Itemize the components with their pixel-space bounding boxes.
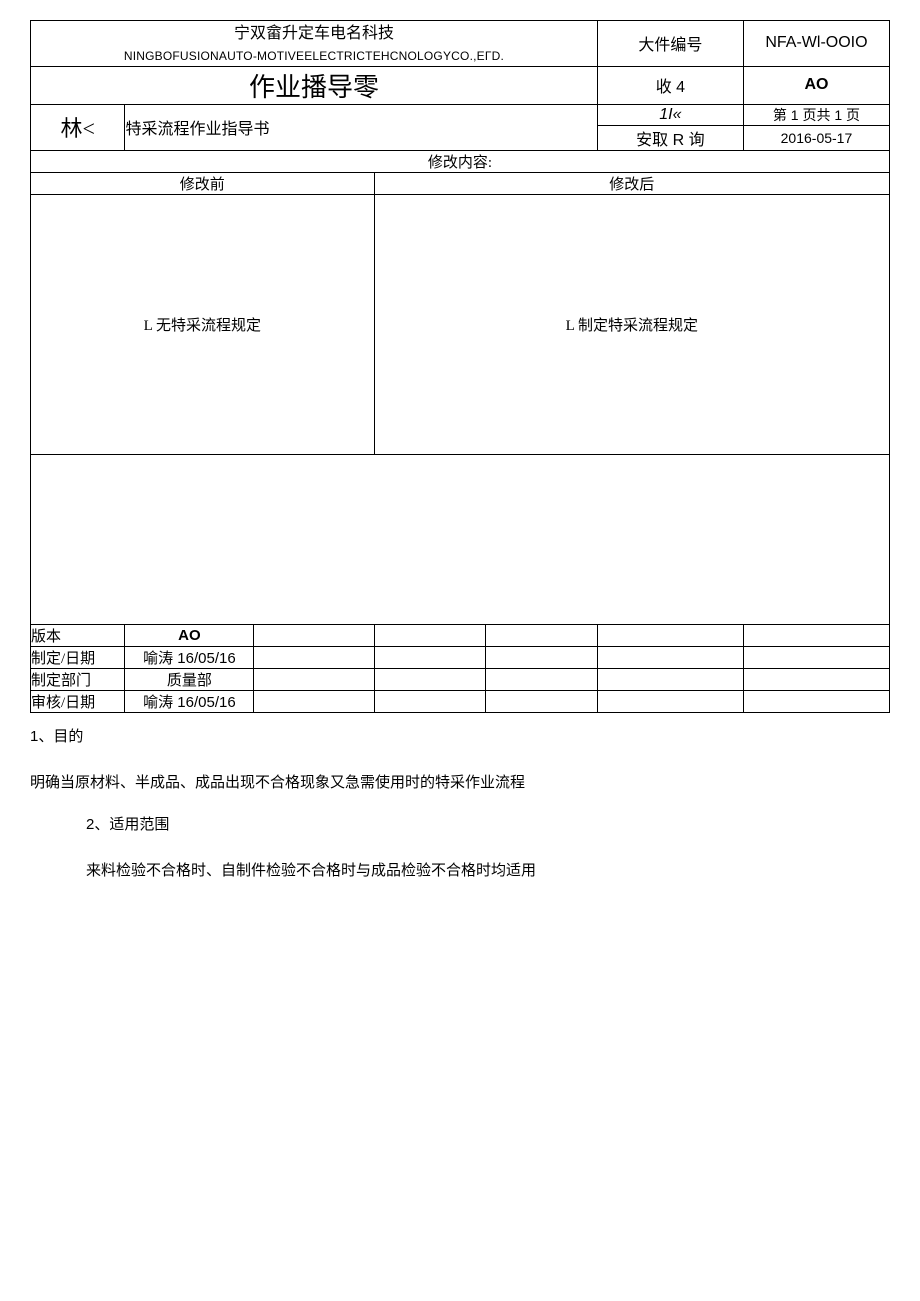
version-row-2: 制定部门 质量部 [31,668,890,690]
mod-after-text: L 制定特采流程规定 [374,194,889,454]
mod-header-row: 修改内容: [31,150,890,172]
version-empty [743,690,889,712]
version-label-3: 审核/日期 [31,690,125,712]
version-empty [597,646,743,668]
section-2-title: 2、适用范围 [30,807,890,843]
version-label-1: 制定/日期 [31,646,125,668]
version-empty [597,624,743,646]
doc-no-value: NFA-Wl-OOIO [743,21,889,67]
version-empty [374,668,486,690]
version-row-0: 版本 AO [31,624,890,646]
version-empty [374,646,486,668]
version-empty [254,690,374,712]
page-label: 1I« [597,104,743,125]
version-empty [597,690,743,712]
body-text: 1、目的 明确当原材料、半成品、成品出现不合格现象又急需使用时的特采作业流程 2… [30,719,890,889]
version-empty [374,624,486,646]
spacer-row [31,454,890,624]
version-value-3: 喻涛 16/05/16 [125,690,254,712]
rev-label: 收 4 [597,66,743,104]
version-empty [254,646,374,668]
version-row-1: 制定/日期 喻涛 16/05/16 [31,646,890,668]
section-1-title: 1、目的 [30,719,890,755]
mod-before-label: 修改前 [31,172,375,194]
mod-header: 修改内容: [31,150,890,172]
company-cell: 宁双畲升定车电名科技 NINGBOFUSIONAUTO-MOTIVEELECTR… [31,21,598,67]
version-empty [254,668,374,690]
page-value: 第 1 页共 1 页 [743,104,889,125]
left-title: 林< [31,104,125,150]
mod-after-label: 修改后 [374,172,889,194]
version-empty [486,624,598,646]
doc-title: 作业播导零 [31,66,598,104]
version-empty [374,690,486,712]
version-row-3: 审核/日期 喻涛 16/05/16 [31,690,890,712]
version-value-2: 质量部 [125,668,254,690]
doc-no-label: 大件编号 [597,21,743,67]
header-row-page: 林< 特采流程作业指导书 1I« 第 1 页共 1 页 [31,104,890,125]
version-empty [743,668,889,690]
header-table: 宁双畲升定车电名科技 NINGBOFUSIONAUTO-MOTIVEELECTR… [30,20,890,713]
version-empty [486,668,598,690]
doc-subtitle: 特采流程作业指导书 [125,104,597,150]
company-name-cn: 宁双畲升定车电名科技 [31,21,597,47]
version-value-1: 喻涛 16/05/16 [125,646,254,668]
header-row-title: 作业播导零 收 4 AO [31,66,890,104]
date-value: 2016-05-17 [743,125,889,150]
document-page: 宁双畲升定车电名科技 NINGBOFUSIONAUTO-MOTIVEELECTR… [0,0,920,919]
section-1-text: 明确当原材料、半成品、成品出现不合格现象又急需使用时的特采作业流程 [30,765,890,801]
mod-before-text: L 无特采流程规定 [31,194,375,454]
version-label-0: 版本 [31,624,125,646]
version-empty [486,690,598,712]
version-empty [743,646,889,668]
version-empty [597,668,743,690]
mod-colhead-row: 修改前 修改后 [31,172,890,194]
date-label: 安取 R 询 [597,125,743,150]
rev-value: AO [743,66,889,104]
version-empty [743,624,889,646]
version-label-2: 制定部门 [31,668,125,690]
company-name-en: NINGBOFUSIONAUTO-MOTIVEELECTRICTEHCNOLOG… [31,47,597,66]
section-2-text: 来料检验不合格时、自制件检验不合格时与成品检验不合格时均适用 [30,853,890,889]
version-empty [486,646,598,668]
version-value-0: AO [125,624,254,646]
header-row-company: 宁双畲升定车电名科技 NINGBOFUSIONAUTO-MOTIVEELECTR… [31,21,890,67]
spacer-cell [31,454,890,624]
version-empty [254,624,374,646]
mod-body-row: L 无特采流程规定 L 制定特采流程规定 [31,194,890,454]
